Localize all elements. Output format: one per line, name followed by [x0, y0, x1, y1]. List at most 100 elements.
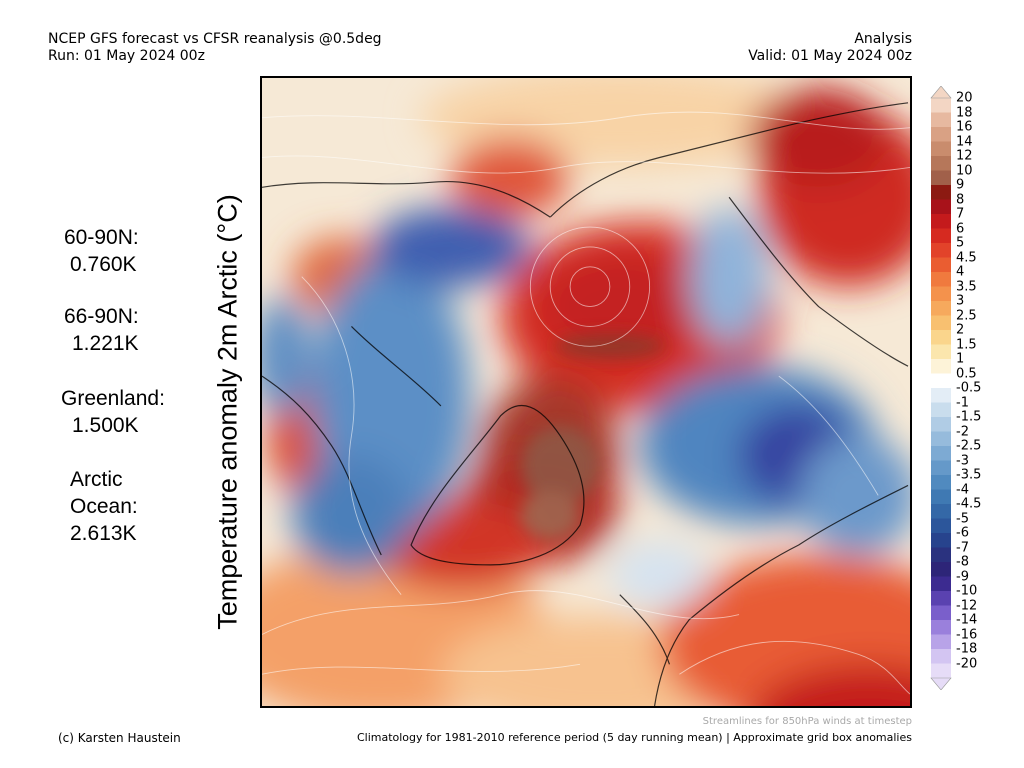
- colorbar-bands: [931, 98, 951, 679]
- colorbar-band: [931, 605, 951, 621]
- colorbar-band: [931, 576, 951, 592]
- header-left: NCEP GFS forecast vs CFSR reanalysis @0.…: [48, 31, 382, 65]
- colorbar-band: [931, 228, 951, 244]
- stat-label: Greenland:: [61, 387, 165, 410]
- colorbar-tick-label: -2.5: [956, 438, 982, 454]
- colorbar-tick-label: -1: [956, 395, 969, 410]
- colorbar-tick-label: 12: [956, 148, 973, 164]
- colorbar-tick-label: 20: [956, 90, 973, 106]
- colorbar-band: [931, 141, 951, 157]
- stat-label: 66-90N:: [64, 305, 139, 328]
- colorbar-tick-label: 9: [956, 177, 965, 193]
- stat-value: 1.500K: [72, 414, 139, 437]
- colorbar-band: [931, 460, 951, 476]
- colorbar-band: [931, 199, 951, 215]
- colorbar-top-arrow: [930, 86, 952, 99]
- analysis-label: Analysis: [854, 31, 912, 47]
- colorbar-tick-label: -1.5: [956, 409, 982, 425]
- colorbar-band: [931, 518, 951, 534]
- coastlines: [262, 102, 909, 706]
- colorbar-band: [931, 663, 951, 679]
- colorbar-band: [931, 417, 951, 432]
- colorbar-band: [931, 402, 951, 418]
- colorbar-tick-label: -5: [956, 511, 969, 526]
- colorbar-bottom-arrow: [930, 677, 952, 690]
- colorbar-tick-label: -3.5: [956, 467, 982, 483]
- colorbar-tick-label: -2: [956, 424, 969, 439]
- colorbar-band: [931, 634, 951, 650]
- stat-60-90n: 60-90N: 0.760K: [64, 224, 139, 278]
- colorbar-tick-label: 4: [956, 264, 965, 280]
- colorbar-tick-label: 3: [956, 293, 965, 309]
- colorbar-tick-label: 1: [956, 351, 965, 367]
- model-title: NCEP GFS forecast vs CFSR reanalysis @0.…: [48, 31, 382, 47]
- colorbar-band: [931, 431, 951, 447]
- colorbar-tick-label: 7: [956, 206, 965, 222]
- colorbar-band: [931, 562, 951, 577]
- stat-66-90n: 66-90N: 1.221K: [64, 303, 139, 357]
- colorbar-band: [931, 591, 951, 606]
- colorbar-tick-label: 16: [956, 119, 973, 135]
- anomaly-map: [260, 76, 912, 708]
- climatology-note: Climatology for 1981-2010 reference peri…: [356, 731, 912, 744]
- colorbar-tick-label: -10: [956, 583, 978, 599]
- stat-label: Arctic: [70, 468, 123, 491]
- colorbar-tick-label: -3: [956, 453, 969, 468]
- streamlines: [262, 111, 910, 695]
- colorbar-band: [931, 649, 951, 664]
- colorbar-tick-label: -18: [956, 641, 978, 657]
- colorbar-band: [931, 475, 951, 490]
- colorbar-tick-label: 1.5: [956, 337, 977, 352]
- header-right: Analysis Valid: 01 May 2024 00z: [748, 31, 912, 65]
- colorbar-tick-label: 4.5: [956, 250, 977, 265]
- colorbar-band: [931, 489, 951, 505]
- copyright: (c) Karsten Haustein: [58, 731, 181, 745]
- colorbar-tick-label: -6: [956, 525, 969, 541]
- valid-time: Valid: 01 May 2024 00z: [748, 48, 912, 64]
- colorbar-tick-label: 6: [956, 221, 965, 236]
- colorbar-band: [931, 112, 951, 128]
- colorbar-tick-label: -20: [956, 656, 978, 671]
- colorbar-tick-label: 2.5: [956, 308, 977, 323]
- colorbar-tick-label: 14: [956, 134, 973, 149]
- streamline-note: Streamlines for 850hPa winds at timestep: [702, 716, 912, 727]
- stat-value: 1.221K: [72, 332, 139, 355]
- colorbar-tick-label: -0.5: [956, 380, 982, 396]
- anomaly-field: [262, 78, 910, 706]
- stat-arctic-ocean: Arctic Ocean: 2.613K: [70, 466, 138, 547]
- colorbar-tick-label: 3.5: [956, 279, 977, 294]
- colorbar-band: [931, 98, 951, 113]
- colorbar-band: [931, 547, 951, 563]
- colorbar-tick-label: -4: [956, 482, 969, 497]
- colorbar-tick-label: 8: [956, 192, 965, 207]
- colorbar-tick-label: -7: [956, 540, 969, 555]
- stat-value: 2.613K: [70, 522, 137, 545]
- colorbar-band: [931, 257, 951, 273]
- map-canvas: [262, 78, 910, 706]
- colorbar-band: [931, 330, 951, 345]
- colorbar-band: [931, 373, 951, 389]
- colorbar-band: [931, 301, 951, 316]
- colorbar-band: [931, 272, 951, 287]
- colorbar-tick-label: -9: [956, 569, 969, 584]
- run-time: Run: 01 May 2024 00z: [48, 48, 205, 64]
- stat-label: 60-90N:: [64, 226, 139, 249]
- stat-greenland: Greenland: 1.500K: [61, 385, 165, 439]
- colorbar-tick-label: 0.5: [956, 366, 977, 381]
- strong-warm-core: [520, 334, 665, 541]
- colorbar-band: [931, 504, 951, 519]
- colorbar-band: [931, 170, 951, 186]
- colorbar-tick-label: -16: [956, 627, 978, 642]
- colorbar-tick-label: -8: [956, 554, 969, 570]
- colorbar-band: [931, 620, 951, 635]
- y-axis-label: Temperature anomaly 2m Arctic (°C): [212, 194, 243, 630]
- stat-label-2: Ocean:: [70, 495, 138, 518]
- colorbar-band: [931, 286, 951, 302]
- colorbar-band: [931, 185, 951, 200]
- colorbar-tick-label: 18: [956, 105, 973, 120]
- colorbar-band: [931, 127, 951, 142]
- colorbar-band: [931, 315, 951, 331]
- colorbar-tick-label: 5: [956, 235, 965, 251]
- colorbar-band: [931, 156, 951, 171]
- colorbar-tick-label: 2: [956, 322, 965, 338]
